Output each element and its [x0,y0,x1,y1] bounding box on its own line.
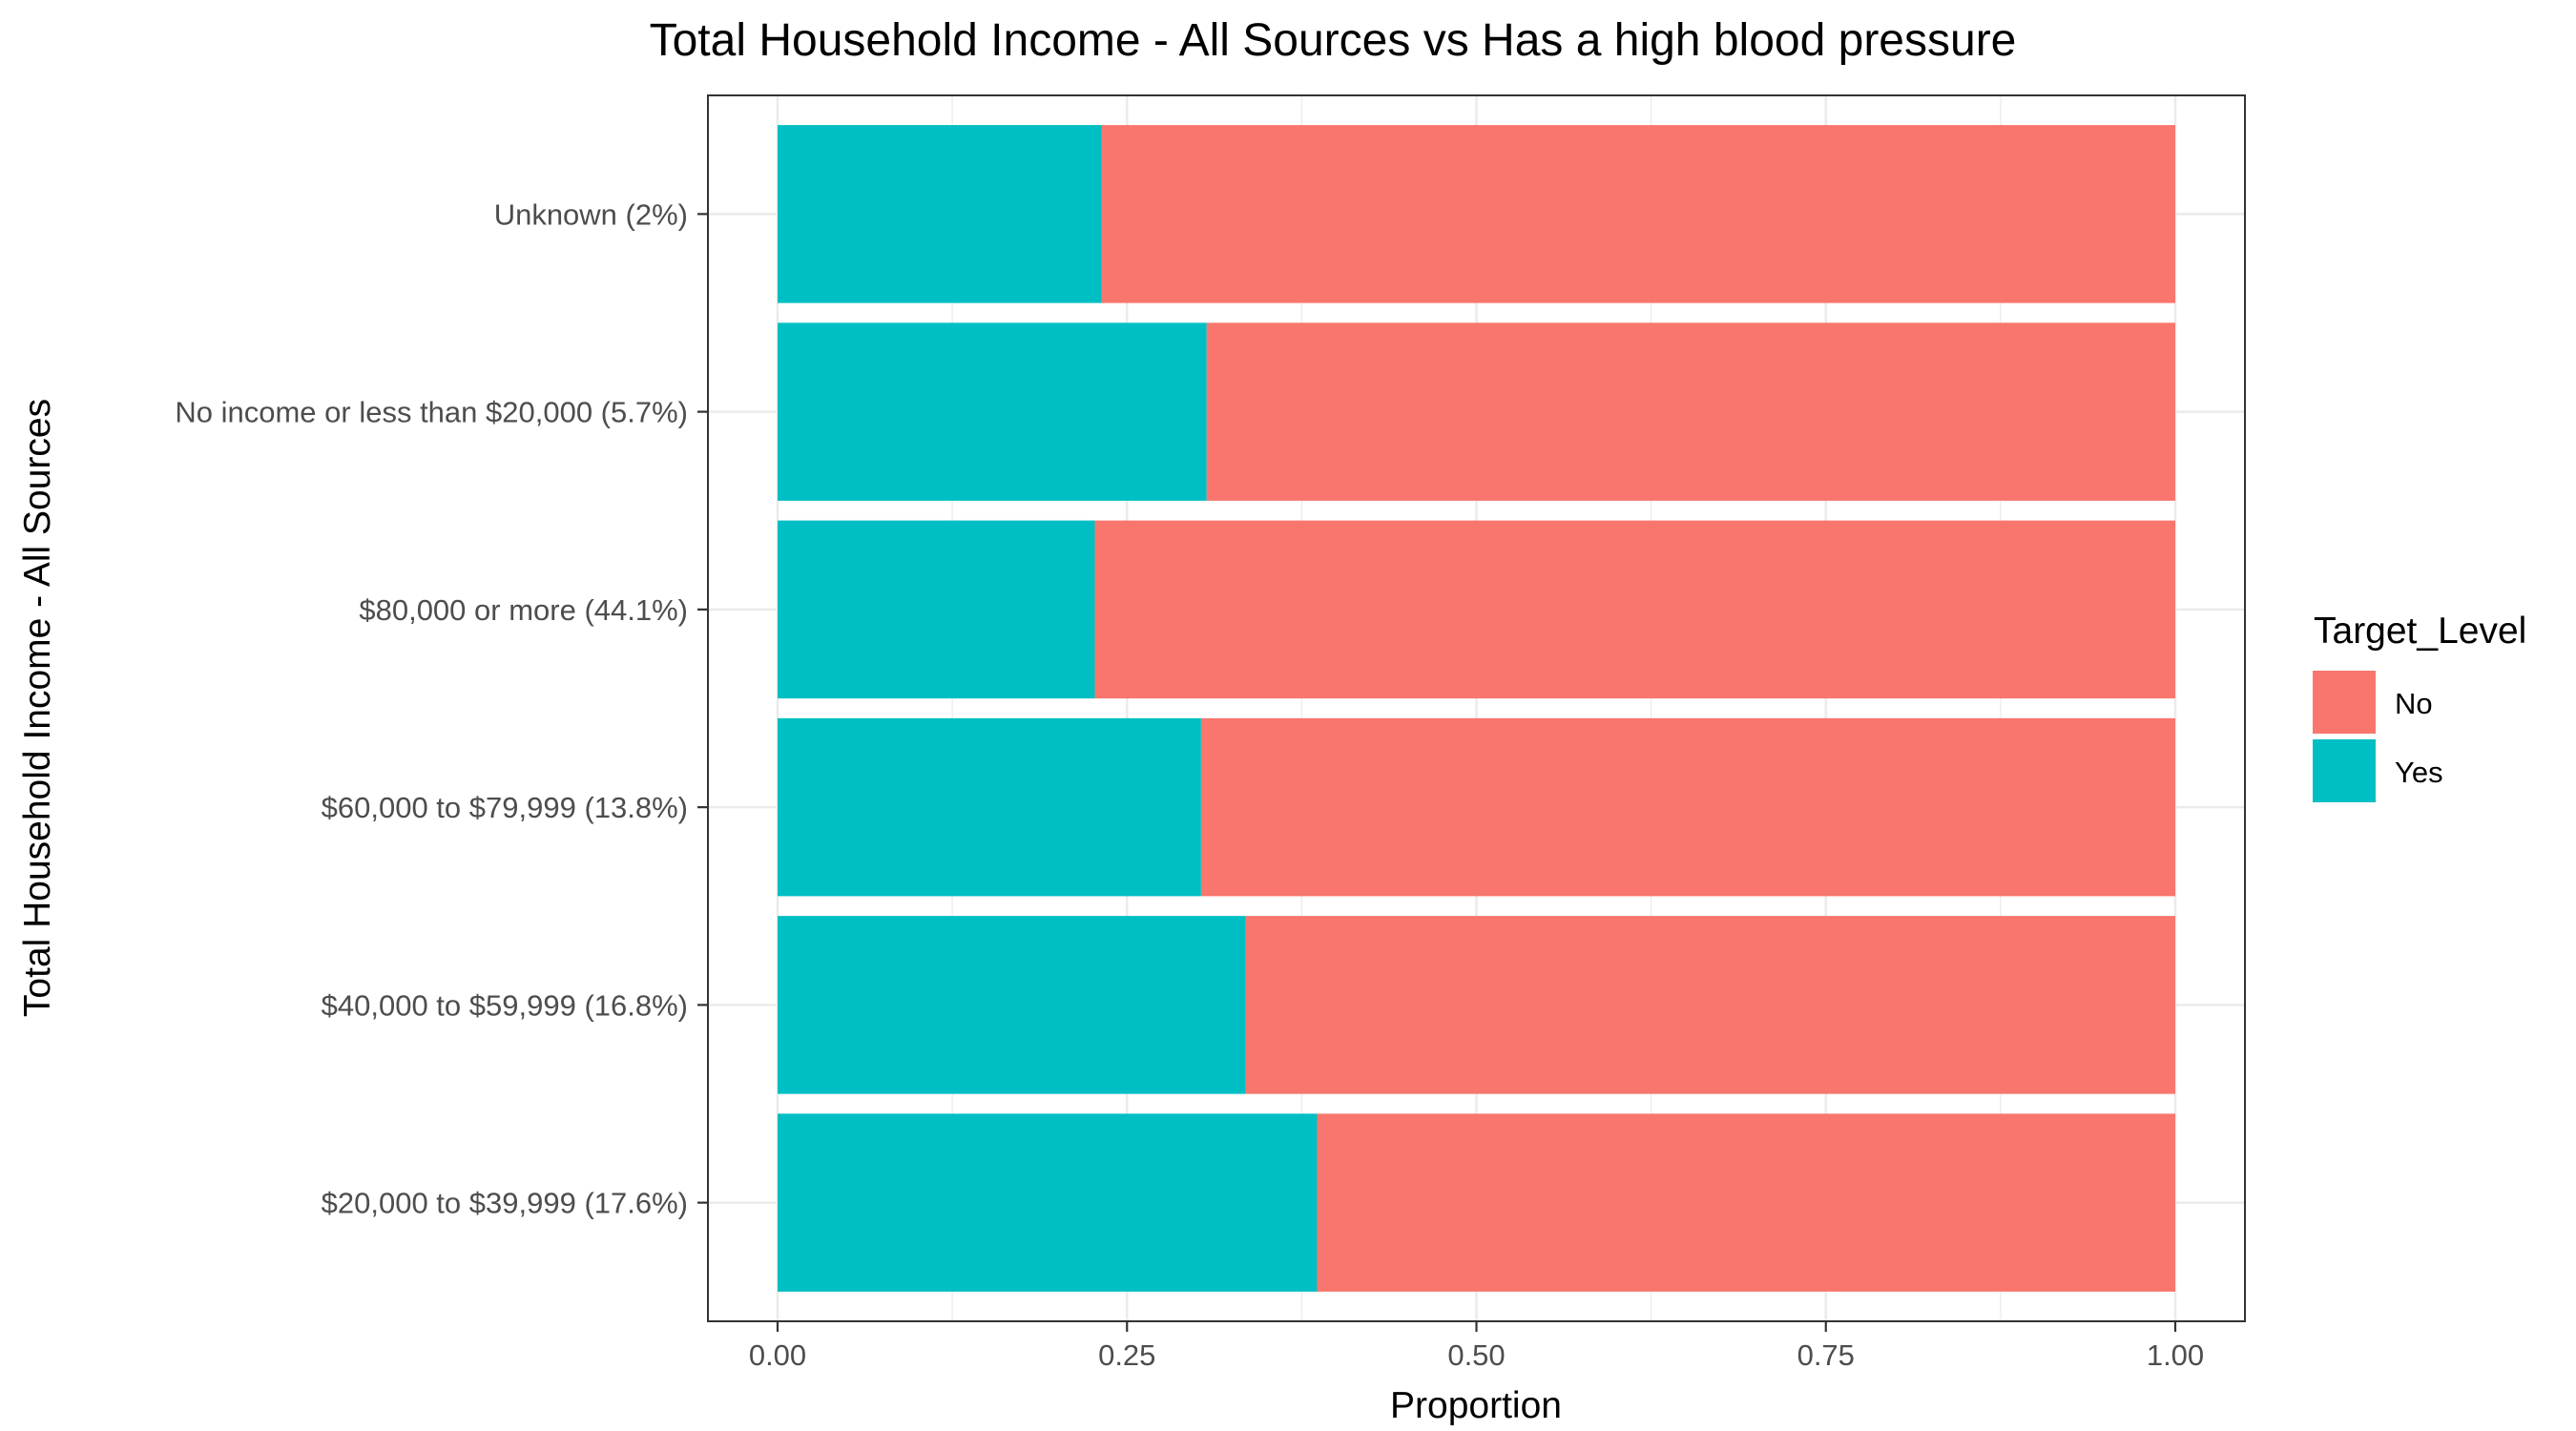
x-axis-title: Proportion [1390,1385,1562,1426]
y-axis: Unknown (2%) No income or less than $20,0… [175,197,708,1220]
legend-swatch-no [2313,671,2376,734]
y-tick-label: No income or less than $20,000 (5.7%) [175,396,688,429]
x-tick-label: 0.50 [1447,1338,1505,1372]
y-tick-label: $40,000 to $59,999 (16.8%) [322,988,688,1022]
bar-no [1206,322,2175,501]
bar-yes [778,916,1246,1094]
bar-no [1245,916,2175,1094]
legend-title: Target_Level [2314,611,2526,652]
bar-yes [778,322,1207,501]
y-tick-label: $20,000 to $39,999 (17.6%) [322,1187,688,1220]
bar-yes [778,1113,1318,1292]
chart-title: Total Household Income - All Sources vs … [650,15,2017,66]
y-tick-label: Unknown (2%) [494,197,688,231]
legend-label-yes: Yes [2395,756,2443,789]
y-tick-label: $80,000 or more (44.1%) [359,593,688,627]
bar-no [1101,125,2175,303]
x-tick-label: 0.25 [1098,1338,1155,1372]
x-tick-label: 0.75 [1797,1338,1855,1372]
bar-no [1200,717,2175,897]
y-tick-label: $60,000 to $79,999 (13.8%) [322,791,688,824]
bar-no [1094,520,2175,699]
x-tick-label: 1.00 [2147,1338,2204,1372]
x-axis: 0.00 0.25 0.50 0.75 1.00 [749,1321,2204,1372]
legend-swatch-yes [2313,739,2376,802]
legend-label-no: No [2395,687,2433,720]
y-axis-title: Total Household Income - All Sources [17,399,58,1017]
bar-yes [778,125,1102,303]
legend: Target_Level No Yes [2313,611,2526,802]
bar-yes [778,717,1201,897]
x-tick-label: 0.00 [749,1338,806,1372]
plot-panel [707,94,2246,1322]
bar-no [1317,1113,2175,1292]
bars [778,125,2175,1292]
bar-yes [778,520,1095,699]
